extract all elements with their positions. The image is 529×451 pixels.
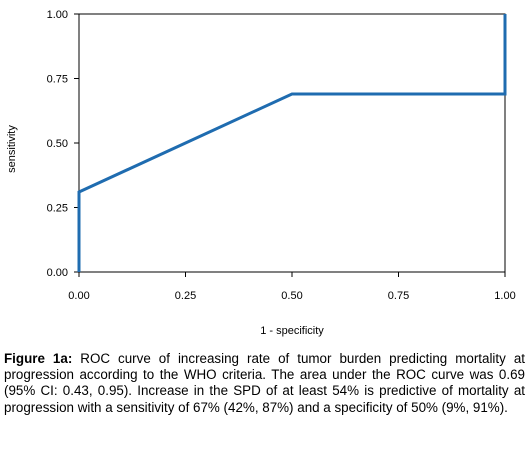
x-tick-label: 0.25 xyxy=(175,290,196,302)
roc-chart: 0.00 0.25 0.50 0.75 1.00 0.00 0.25 0.50 0.75 1.0… xyxy=(6,9,516,337)
x-tick-label: 0.75 xyxy=(388,290,409,302)
y-tick-label: 0.50 xyxy=(47,138,68,150)
x-axis-ticks: 0.00 0.25 0.50 0.75 1.00 xyxy=(68,272,516,302)
figure-caption: Figure 1a: ROC curve of increasing rate … xyxy=(4,351,525,416)
caption-label: Figure 1a: xyxy=(4,351,73,366)
y-tick-label: 0.75 xyxy=(47,74,68,86)
x-tick-label: 0.00 xyxy=(68,290,89,302)
y-tick-label: 1.00 xyxy=(47,9,68,21)
x-tick-label: 1.00 xyxy=(494,290,515,302)
plot-frame xyxy=(78,13,506,273)
y-tick-label: 0.00 xyxy=(47,267,68,279)
caption-text: ROC curve of increasing rate of tumor bu… xyxy=(4,351,525,415)
x-tick-label: 0.50 xyxy=(281,290,302,302)
roc-curve-line xyxy=(77,14,507,272)
x-axis-title: 1 - specificity xyxy=(260,325,324,337)
y-axis-title: sensitivity xyxy=(6,125,18,173)
series-layer xyxy=(77,14,507,272)
y-tick-label: 0.25 xyxy=(47,203,68,215)
y-axis-ticks: 0.00 0.25 0.50 0.75 1.00 xyxy=(47,9,79,279)
